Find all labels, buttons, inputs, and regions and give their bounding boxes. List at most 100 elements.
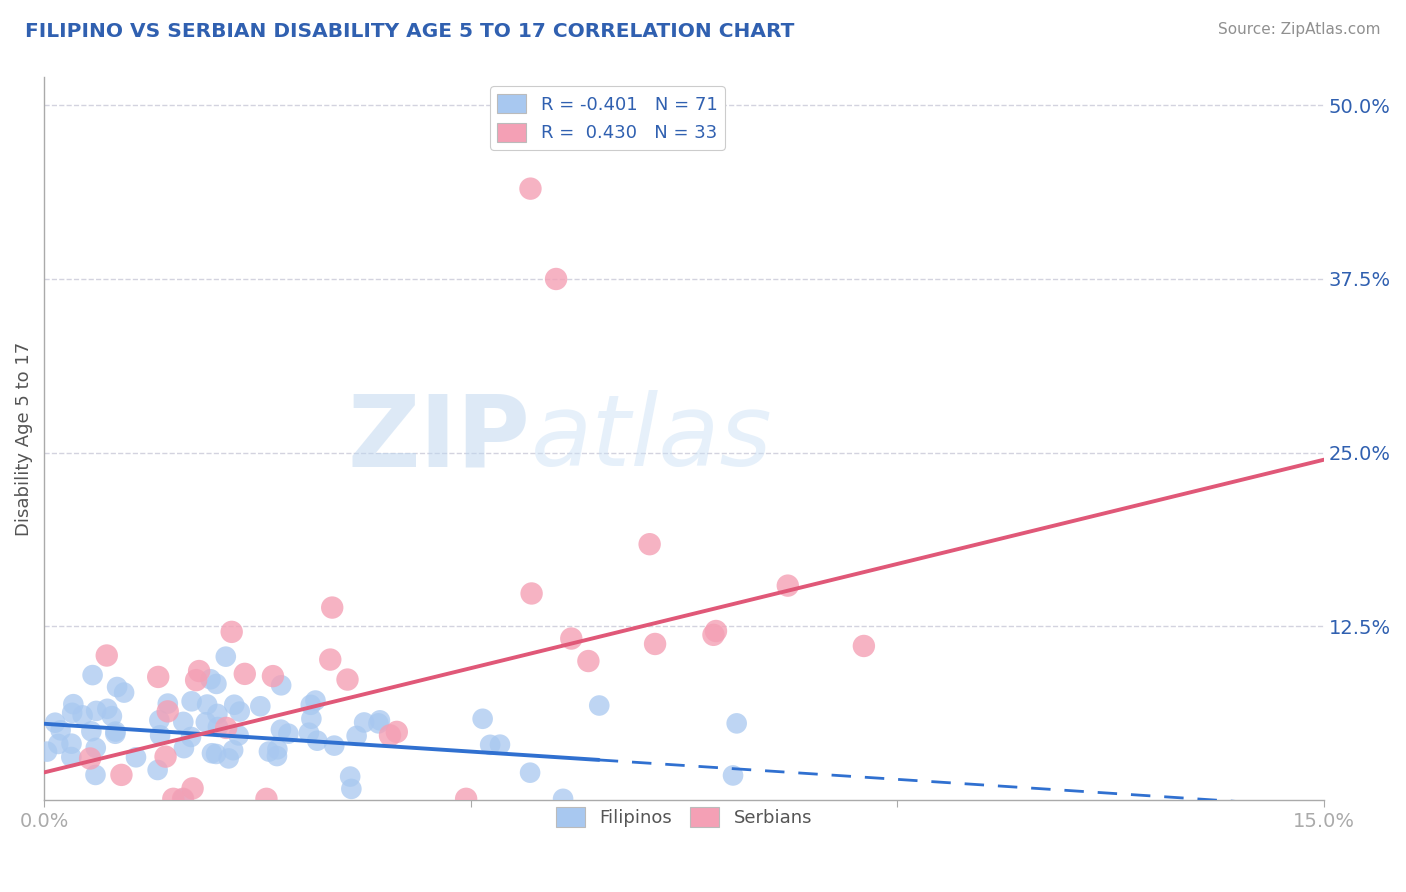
Point — [207, 720, 229, 734]
Point — [104, 727, 127, 741]
Point — [299, 712, 322, 726]
Point — [256, 792, 278, 806]
Point — [353, 715, 375, 730]
Point — [180, 694, 202, 708]
Point — [270, 678, 292, 692]
Point — [304, 693, 326, 707]
Point — [184, 673, 207, 687]
Point — [101, 709, 124, 723]
Point — [72, 708, 94, 723]
Point — [277, 726, 299, 740]
Point — [84, 704, 107, 718]
Point — [218, 751, 240, 765]
Point — [156, 704, 179, 718]
Point — [205, 677, 228, 691]
Point — [35, 745, 58, 759]
Point — [125, 750, 148, 764]
Point — [155, 749, 177, 764]
Point — [173, 741, 195, 756]
Point — [172, 714, 194, 729]
Y-axis label: Disability Age 5 to 17: Disability Age 5 to 17 — [15, 342, 32, 536]
Point — [489, 738, 512, 752]
Point — [340, 781, 363, 796]
Point — [257, 745, 280, 759]
Point — [84, 768, 107, 782]
Point — [215, 721, 238, 735]
Point — [222, 743, 245, 757]
Point — [704, 624, 727, 638]
Point — [456, 792, 478, 806]
Point — [96, 648, 118, 663]
Point — [249, 699, 271, 714]
Point — [84, 740, 107, 755]
Point — [156, 697, 179, 711]
Point — [146, 763, 169, 777]
Text: Source: ZipAtlas.com: Source: ZipAtlas.com — [1218, 22, 1381, 37]
Point — [776, 579, 799, 593]
Point — [262, 669, 284, 683]
Point — [60, 737, 83, 751]
Point — [323, 739, 346, 753]
Point — [188, 664, 211, 678]
Point — [702, 628, 724, 642]
Text: ZIP: ZIP — [347, 391, 530, 487]
Point — [221, 624, 243, 639]
Point — [519, 765, 541, 780]
Point — [638, 537, 661, 551]
Point — [307, 733, 329, 747]
Point — [266, 742, 288, 756]
Point — [298, 725, 321, 739]
Point — [721, 768, 744, 782]
Point — [205, 747, 228, 761]
Point — [520, 586, 543, 600]
Point — [644, 637, 666, 651]
Point — [82, 668, 104, 682]
Point — [201, 746, 224, 760]
Point — [195, 698, 218, 712]
Point — [228, 705, 250, 719]
Point — [471, 712, 494, 726]
Point — [162, 792, 184, 806]
Point — [112, 685, 135, 699]
Point — [207, 706, 229, 721]
Point — [172, 792, 194, 806]
Point — [110, 768, 132, 782]
Point — [148, 670, 170, 684]
Point — [378, 728, 401, 742]
Point — [576, 654, 599, 668]
Point — [367, 716, 389, 731]
Point — [346, 729, 368, 743]
Point — [544, 272, 567, 286]
Point — [336, 673, 359, 687]
Point — [321, 600, 343, 615]
Point — [852, 639, 875, 653]
Point — [299, 698, 322, 712]
Point — [80, 724, 103, 739]
Point — [96, 702, 118, 716]
Point — [560, 632, 582, 646]
Point — [270, 723, 292, 737]
Point — [104, 724, 127, 739]
Point — [725, 716, 748, 731]
Point — [215, 649, 238, 664]
Point — [519, 181, 541, 195]
Point — [148, 713, 170, 727]
Point — [200, 673, 222, 687]
Point — [551, 792, 574, 806]
Point — [181, 781, 204, 796]
Point — [62, 697, 84, 711]
Point — [233, 666, 256, 681]
Point — [60, 706, 83, 720]
Point — [172, 792, 194, 806]
Point — [46, 737, 69, 751]
Point — [385, 725, 408, 739]
Point — [368, 714, 391, 728]
Point — [339, 770, 361, 784]
Point — [180, 730, 202, 744]
Point — [266, 749, 288, 764]
Legend: Filipinos, Serbians: Filipinos, Serbians — [548, 800, 820, 835]
Point — [79, 751, 101, 765]
Point — [49, 723, 72, 738]
Point — [588, 698, 610, 713]
Point — [228, 728, 250, 742]
